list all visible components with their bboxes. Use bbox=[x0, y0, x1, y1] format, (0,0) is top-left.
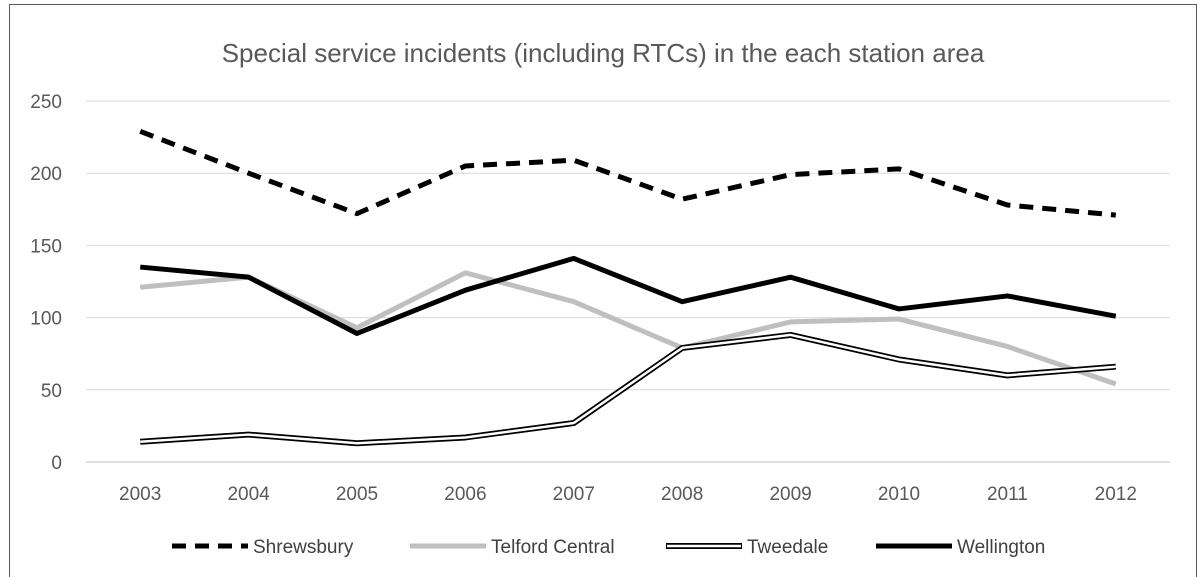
legend-shrewsbury-label: Shrewsbury bbox=[253, 537, 354, 558]
legend-tweedale-label: Tweedale bbox=[747, 537, 828, 558]
chart-title: Special service incidents (including RTC… bbox=[222, 38, 985, 68]
series-lines bbox=[139, 128, 1117, 447]
y-tick-label: 150 bbox=[30, 236, 62, 257]
x-tick-label: 2003 bbox=[119, 484, 161, 505]
x-axis-ticks: 2003 2004 2005 2006 2007 2008 2009 2010 2011 2012 bbox=[119, 484, 1137, 505]
series-line-tweedale-inner bbox=[140, 333, 1116, 445]
chart-frame bbox=[9, 4, 1197, 577]
legend: Shrewsbury Telford Central Tweedale Welling… bbox=[172, 537, 1045, 558]
y-tick-label: 250 bbox=[30, 92, 62, 113]
y-tick-label: 0 bbox=[51, 453, 62, 474]
y-tick-label: 200 bbox=[30, 164, 62, 185]
x-tick-label: 2004 bbox=[227, 484, 270, 505]
x-tick-label: 2008 bbox=[661, 484, 703, 505]
series-line-telford-central bbox=[139, 270, 1117, 387]
legend-telford-central-label: Telford Central bbox=[491, 537, 615, 558]
x-tick-label: 2011 bbox=[987, 484, 1028, 505]
series-line-wellington bbox=[139, 255, 1117, 336]
x-tick-label: 2005 bbox=[336, 484, 378, 505]
x-tick-label: 2010 bbox=[878, 484, 920, 505]
series-line-tweedale bbox=[140, 331, 1117, 447]
x-tick-label: 2012 bbox=[1095, 484, 1137, 505]
series-line-shrewsbury bbox=[139, 128, 1117, 218]
y-axis-ticks: 0 50 100 150 200 250 bbox=[30, 92, 62, 474]
y-tick-label: 100 bbox=[30, 309, 62, 330]
legend-wellington-label: Wellington bbox=[957, 537, 1045, 558]
gridlines bbox=[86, 100, 1170, 463]
x-tick-label: 2006 bbox=[444, 484, 486, 505]
y-tick-label: 50 bbox=[41, 381, 62, 402]
x-tick-label: 2007 bbox=[553, 484, 595, 505]
x-tick-label: 2009 bbox=[769, 484, 811, 505]
